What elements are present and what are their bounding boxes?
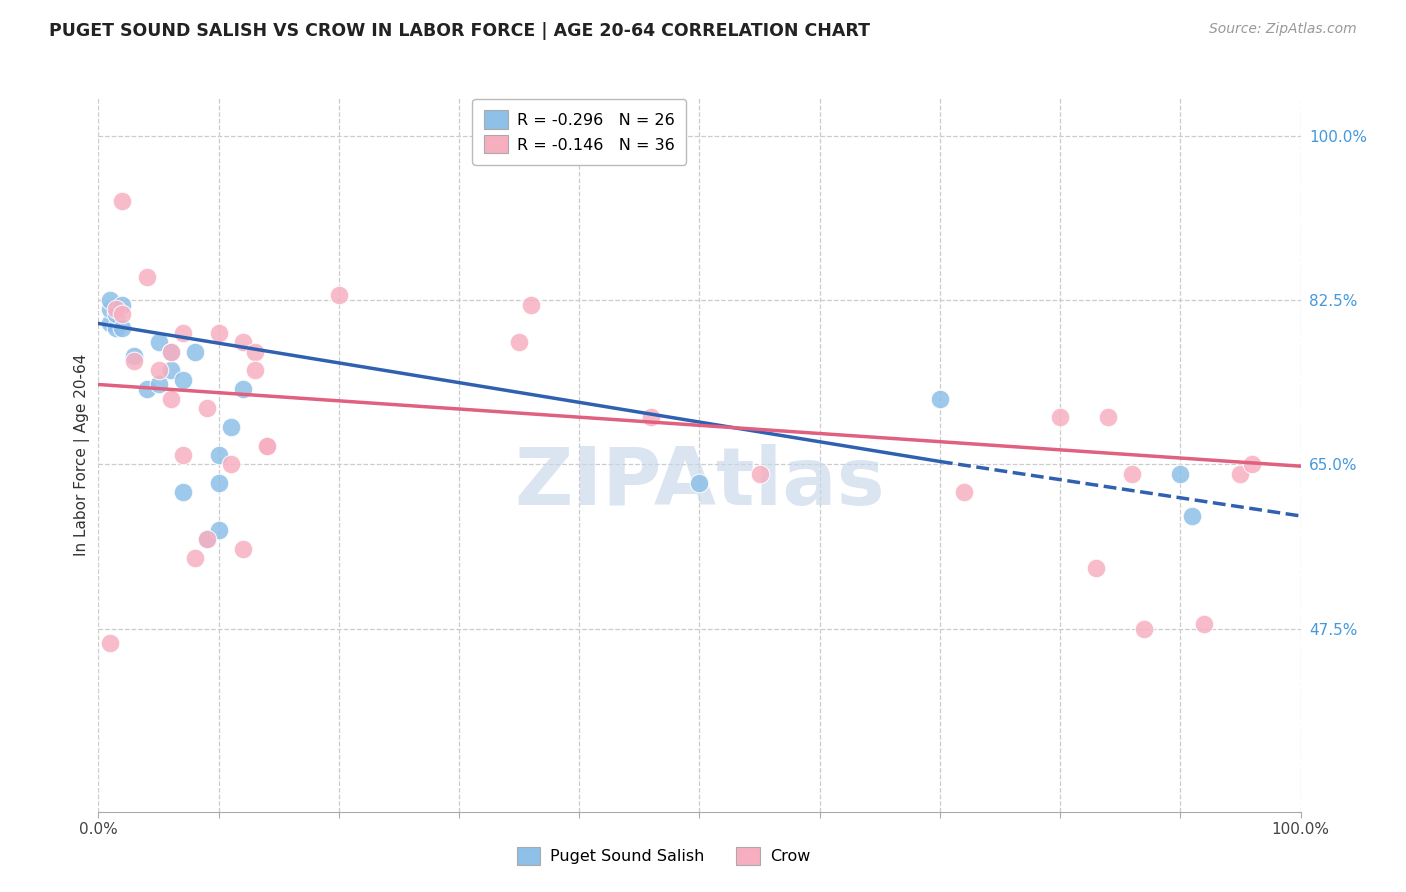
Point bbox=[748, 467, 770, 481]
Point bbox=[100, 317, 122, 331]
Point bbox=[105, 307, 128, 321]
Point bbox=[232, 541, 254, 556]
Point bbox=[232, 382, 254, 396]
Point bbox=[953, 485, 976, 500]
Point bbox=[1241, 458, 1264, 472]
Point bbox=[219, 419, 242, 434]
Point bbox=[1133, 622, 1156, 636]
Legend: Puget Sound Salish, Crow: Puget Sound Salish, Crow bbox=[510, 840, 817, 871]
Point bbox=[111, 321, 134, 335]
Point bbox=[159, 363, 181, 377]
Text: Source: ZipAtlas.com: Source: ZipAtlas.com bbox=[1209, 22, 1357, 37]
Point bbox=[195, 401, 218, 415]
Point bbox=[219, 458, 242, 472]
Point bbox=[172, 373, 194, 387]
Point bbox=[1085, 560, 1108, 574]
Point bbox=[1181, 508, 1204, 523]
Point bbox=[111, 307, 134, 321]
Point bbox=[928, 392, 950, 406]
Point bbox=[135, 269, 157, 284]
Point bbox=[208, 523, 231, 537]
Point bbox=[148, 363, 170, 377]
Point bbox=[105, 302, 128, 317]
Point bbox=[208, 326, 231, 340]
Point bbox=[243, 363, 266, 377]
Point bbox=[124, 354, 146, 368]
Point bbox=[208, 448, 231, 462]
Point bbox=[183, 344, 205, 359]
Point bbox=[148, 335, 170, 350]
Point bbox=[172, 485, 194, 500]
Point bbox=[100, 636, 122, 650]
Point bbox=[1229, 467, 1251, 481]
Y-axis label: In Labor Force | Age 20-64: In Labor Force | Age 20-64 bbox=[75, 354, 90, 556]
Point bbox=[508, 335, 530, 350]
Point bbox=[195, 533, 218, 547]
Point bbox=[105, 321, 128, 335]
Point bbox=[172, 448, 194, 462]
Point bbox=[1121, 467, 1143, 481]
Text: ZIPAtlas: ZIPAtlas bbox=[515, 444, 884, 523]
Point bbox=[159, 392, 181, 406]
Point bbox=[172, 326, 194, 340]
Point bbox=[1170, 467, 1192, 481]
Point bbox=[520, 298, 543, 312]
Point bbox=[256, 438, 278, 452]
Point bbox=[124, 349, 146, 363]
Point bbox=[100, 293, 122, 307]
Point bbox=[689, 476, 711, 491]
Point bbox=[111, 298, 134, 312]
Point bbox=[135, 382, 157, 396]
Point bbox=[195, 533, 218, 547]
Point bbox=[640, 410, 662, 425]
Point bbox=[208, 476, 231, 491]
Point bbox=[100, 302, 122, 317]
Point bbox=[232, 335, 254, 350]
Text: PUGET SOUND SALISH VS CROW IN LABOR FORCE | AGE 20-64 CORRELATION CHART: PUGET SOUND SALISH VS CROW IN LABOR FORC… bbox=[49, 22, 870, 40]
Point bbox=[243, 344, 266, 359]
Point bbox=[148, 377, 170, 392]
Point bbox=[328, 288, 350, 302]
Point bbox=[1049, 410, 1071, 425]
Point bbox=[1194, 616, 1216, 631]
Point bbox=[159, 344, 181, 359]
Point bbox=[1097, 410, 1119, 425]
Point bbox=[183, 551, 205, 566]
Point bbox=[159, 344, 181, 359]
Point bbox=[256, 438, 278, 452]
Point bbox=[111, 194, 134, 209]
